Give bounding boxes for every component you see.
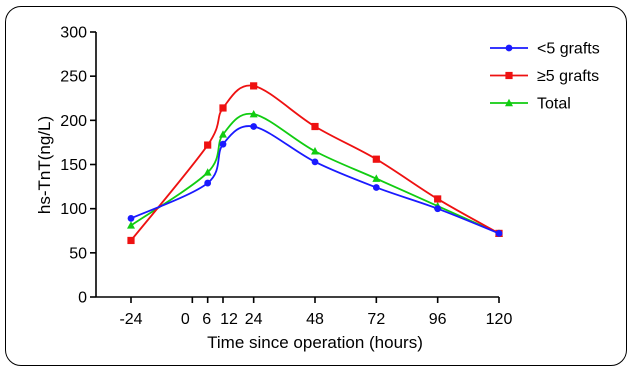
data-point xyxy=(127,221,135,229)
legend: <5 grafts ≥5 grafts Total xyxy=(490,41,600,113)
legend-label: ≥5 grafts xyxy=(537,68,599,85)
x-tick-label: 48 xyxy=(306,311,324,328)
y-tick-label: 150 xyxy=(60,157,87,174)
data-point xyxy=(372,155,380,163)
x-tick-label: 96 xyxy=(429,311,447,328)
data-point xyxy=(219,104,227,112)
x-tick-label: -24 xyxy=(119,311,142,328)
legend-marker xyxy=(505,98,513,107)
legend-label: Total xyxy=(537,96,571,113)
series-layer xyxy=(127,82,503,245)
data-point xyxy=(203,168,212,176)
data-point xyxy=(434,195,442,203)
y-tick-label: 300 xyxy=(60,25,87,42)
data-point xyxy=(311,158,319,166)
y-axis-title: hs-TnT(ng/L) xyxy=(35,116,54,214)
y-tick-label: 50 xyxy=(69,245,87,262)
data-point xyxy=(372,174,381,182)
legend-marker xyxy=(505,44,513,52)
x-tick-label: 120 xyxy=(486,311,513,328)
x-axis-title: Time since operation (hours) xyxy=(207,333,423,352)
data-point xyxy=(219,140,227,148)
data-point xyxy=(434,205,442,213)
data-point xyxy=(127,236,135,245)
y-tick-label: 200 xyxy=(60,113,87,130)
series-2 xyxy=(127,109,503,237)
data-point xyxy=(250,82,258,90)
data-point xyxy=(249,109,258,118)
legend-item: <5 grafts xyxy=(490,41,600,58)
series-0 xyxy=(127,123,503,237)
data-point xyxy=(495,230,503,237)
data-point xyxy=(219,130,227,138)
legend-label: <5 grafts xyxy=(537,41,600,58)
x-tick-label: 0 xyxy=(181,311,190,328)
series-1 xyxy=(127,82,503,245)
data-point xyxy=(372,184,380,191)
x-tick-label: 72 xyxy=(367,311,385,328)
x-tick-label: 6 xyxy=(202,311,211,328)
data-point xyxy=(250,123,258,130)
data-point xyxy=(204,141,212,149)
y-tick-label: 250 xyxy=(60,69,87,86)
data-point xyxy=(311,147,319,155)
data-point xyxy=(127,214,135,222)
data-point xyxy=(204,179,212,187)
data-point xyxy=(311,122,319,131)
legend-marker xyxy=(505,71,513,80)
legend-item: Total xyxy=(490,96,571,113)
series-line xyxy=(130,125,500,235)
y-tick-label: 0 xyxy=(78,290,87,307)
x-tick-label: 12 xyxy=(220,311,238,328)
legend-item: ≥5 grafts xyxy=(490,68,599,85)
x-tick-label: 24 xyxy=(245,311,263,328)
y-tick-label: 100 xyxy=(60,201,87,218)
